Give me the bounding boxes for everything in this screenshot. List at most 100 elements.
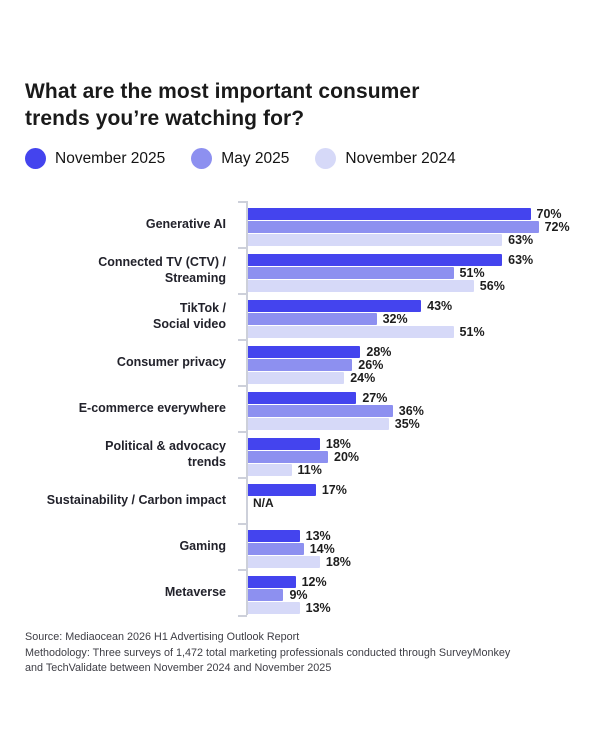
bar-value-label: 24% (350, 370, 376, 385)
bar-row: 51% (247, 265, 590, 280)
bar-value-label: 56% (479, 278, 505, 293)
bar-value-label: 27% (362, 390, 388, 405)
category-row: Sustainability / Carbon impact 17% N/A (25, 477, 590, 523)
legend-label: November 2025 (55, 149, 166, 167)
bar-value-label: 32% (382, 311, 408, 326)
bar-value-label: 43% (427, 298, 453, 313)
bar-group: 13% 14% 18% (247, 523, 590, 569)
category-label: Political & advocacy trends (105, 439, 226, 469)
bar (247, 233, 503, 246)
category-label: Metaverse (164, 585, 226, 599)
bar (247, 299, 422, 312)
category-label: Consumer privacy (116, 355, 226, 369)
category-row: Generative AI 70% 72% 63% (25, 201, 590, 247)
bar-row: 51% (247, 324, 590, 339)
bar-value-label: 51% (459, 324, 485, 339)
bar-value-label: 28% (366, 344, 392, 359)
bar-row: 12% (247, 575, 590, 589)
category-row: E-commerce everywhere 27% 36% 35% (25, 385, 590, 431)
bar-row: 63% (247, 233, 590, 247)
bar (247, 266, 454, 279)
bar-row: 9% (247, 588, 590, 602)
bar-value-label: 18% (325, 554, 351, 569)
bar-row: 18% (247, 437, 590, 451)
source-line: Source: Mediaocean 2026 H1 Advertising O… (25, 631, 300, 643)
bar-value-label: 13% (305, 528, 331, 543)
bar (247, 542, 304, 555)
bar-row: 28% (247, 344, 590, 359)
bar-row: 18% (247, 554, 590, 569)
bar-row: 14% (247, 541, 590, 556)
bar (247, 601, 300, 614)
bar-value-label: 26% (358, 357, 384, 372)
bar (247, 345, 361, 358)
axis-tick (238, 569, 247, 571)
bar-row: 11% (247, 462, 590, 477)
na-label: N/A (253, 495, 274, 510)
bar-value-label: 70% (536, 206, 562, 221)
category-label: E-commerce everywhere (78, 401, 226, 415)
bar-value-label: 63% (508, 252, 534, 267)
bar-value-label: 14% (309, 541, 335, 556)
axis-tick (238, 523, 247, 525)
bar-row: 13% (247, 528, 590, 543)
category-label: Connected TV (CTV) / Streaming (98, 255, 226, 285)
bar (247, 555, 320, 568)
legend-label: November 2024 (345, 149, 456, 167)
chart-legend: November 2025 May 2025 November 2024 (25, 148, 575, 169)
bar (247, 312, 377, 325)
bar-group: 70% 72% 63% (247, 201, 590, 247)
legend-label: May 2025 (221, 149, 290, 167)
bar-row: 63% (247, 252, 590, 267)
category-row: TikTok / Social video 43% 32% 51% (25, 293, 590, 339)
bar-row: N/A (247, 495, 590, 510)
bar-row: 27% (247, 390, 590, 405)
bar (247, 463, 292, 476)
bar (247, 371, 345, 384)
bar-value-label: 72% (544, 219, 570, 234)
chart: Generative AI 70% 72% 63% Connected TV (CTV)… (25, 201, 590, 617)
bar-group: 43% 32% 51% (247, 293, 590, 339)
bar-value-label: 11% (297, 462, 322, 477)
bar-row: 26% (247, 357, 590, 372)
bar-value-label: 35% (394, 416, 420, 431)
bar-row: 70% (247, 206, 590, 221)
bar-row: 17% (247, 482, 590, 497)
bar (247, 404, 393, 417)
bar-group: 27% 36% 35% (247, 385, 590, 431)
bar-group: 63% 51% 56% (247, 247, 590, 293)
methodology-line-1: Methodology: Three surveys of 1,472 tota… (25, 646, 511, 659)
bar (247, 483, 316, 496)
footer-note: Source: Mediaocean 2026 H1 Advertising O… (25, 630, 575, 677)
bar-row: 24% (247, 370, 590, 385)
bar (247, 325, 454, 338)
bar (247, 358, 353, 371)
bar-row: 43% (247, 298, 590, 313)
axis-tick (238, 339, 247, 341)
bar (247, 207, 531, 220)
bar (247, 253, 503, 266)
axis-tick (238, 615, 247, 617)
category-label: Generative AI (145, 217, 226, 231)
bar-value-label: 36% (398, 403, 424, 418)
bar (247, 279, 474, 292)
methodology-line-2: and TechValidate between November 2024 a… (25, 662, 332, 674)
legend-item: November 2025 (25, 148, 165, 169)
axis-tick (238, 385, 247, 387)
bar-row: 13% (247, 601, 590, 615)
bar (247, 437, 320, 450)
bar (247, 220, 539, 233)
bar-value-label: 51% (459, 265, 485, 280)
bar (247, 529, 300, 542)
bar-row: 56% (247, 278, 590, 293)
legend-dot-icon (25, 148, 46, 169)
bar-row: 36% (247, 403, 590, 418)
category-label: Gaming (179, 539, 226, 553)
bar-value-label: 17% (321, 482, 347, 497)
bar-row: 20% (247, 450, 590, 464)
category-label: Sustainability / Carbon impact (46, 493, 226, 507)
bar-group: 17% N/A (247, 477, 590, 523)
category-row: Metaverse 12% 9% 13% (25, 569, 590, 615)
legend-dot-icon (315, 148, 337, 169)
